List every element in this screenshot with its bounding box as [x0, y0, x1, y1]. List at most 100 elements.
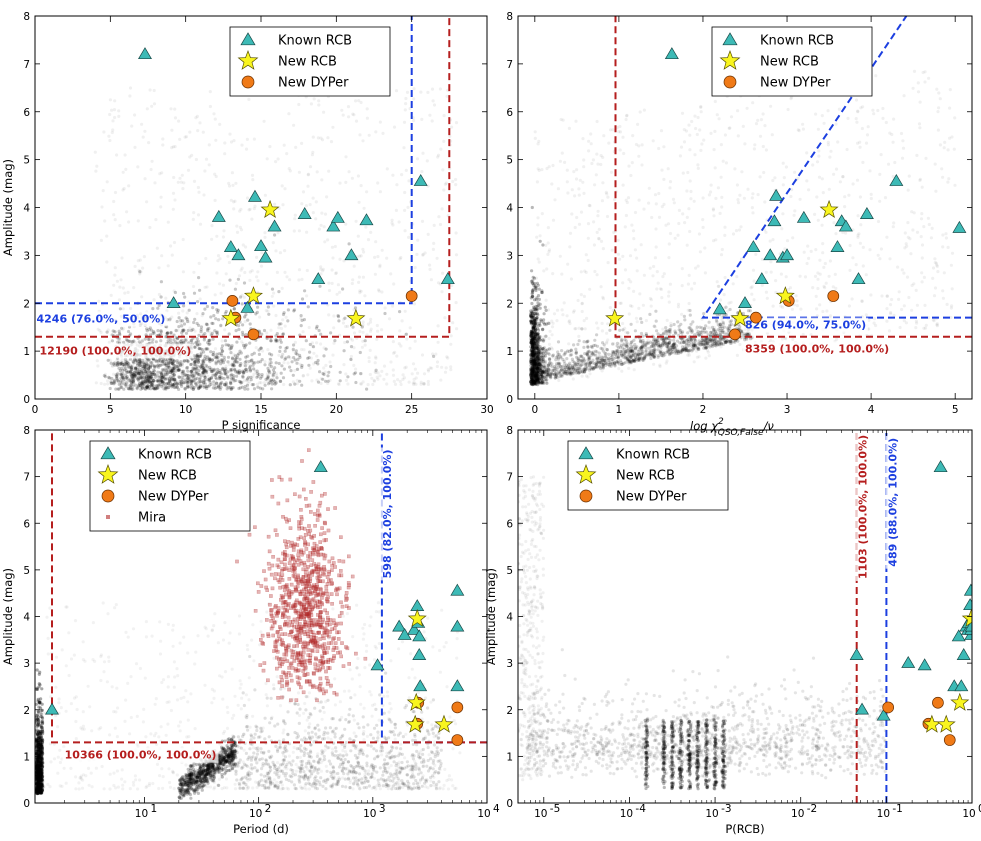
legend-label-new-rcb: New RCB [760, 55, 819, 70]
x-tick-label: 100 [962, 803, 981, 820]
known-rcb-marker [963, 583, 972, 596]
legend-label-known-rcb: Known RCB [616, 448, 690, 463]
legend-label-new-dyper: New DYPer [278, 76, 349, 91]
new-dyper-marker [451, 734, 464, 746]
red-cut-annotation: 8359 (100.0%, 100.0%) [745, 343, 889, 356]
legend-mira-icon [106, 515, 110, 519]
y-tick-label: 2 [506, 298, 513, 310]
y-tick-label: 3 [23, 250, 30, 262]
new-rcb-marker [605, 308, 625, 327]
known-rcb-marker [746, 240, 761, 252]
legend-label-new-dyper: New DYPer [138, 490, 209, 505]
background-cloud [35, 601, 463, 800]
new-rcb-marker [405, 714, 425, 733]
new-rcb-marker [950, 692, 970, 711]
background-cloud [529, 69, 957, 387]
new-rcb-marker [346, 308, 366, 327]
x-tick-exponent: 2 [265, 803, 272, 815]
annotation-background [743, 317, 869, 333]
panel-p-rcb: 1103 (100.0%, 100.0%) 489 (88.0%, 100.0%)… [484, 425, 981, 836]
x-tick-label: 10 4 [477, 803, 500, 820]
red-cut-line [35, 16, 451, 338]
legend-known-rcb-icon [240, 32, 256, 46]
x-tick-label: 3 [784, 404, 791, 416]
legend-new-dyper-icon [241, 75, 255, 89]
y-axis-label: Amplitude (mag) [484, 568, 498, 665]
y-tick-label: 1 [506, 751, 513, 763]
known-rcb-marker [754, 272, 769, 285]
new-dyper-marker [943, 734, 956, 746]
known-rcb-marker [240, 300, 255, 313]
y-tick-label: 2 [506, 705, 513, 717]
y-tick-label: 7 [506, 59, 513, 71]
x-tick-label: 30 [480, 404, 493, 416]
legend-new-dyper-icon [723, 75, 737, 89]
y-tick-label: 0 [23, 798, 30, 810]
x-axis-label: log χ2 QSO,False/ν [690, 417, 774, 438]
known-rcb-marker [901, 655, 916, 668]
x-tick-label: 10 [179, 404, 192, 416]
y-tick-label: 1 [23, 751, 30, 763]
x-tick-exponent: -4 [635, 803, 646, 815]
new-rcb-marker [936, 714, 956, 733]
known-rcb-marker [137, 47, 152, 60]
legend-label-new-rcb: New RCB [616, 469, 675, 484]
red-cut-annotation: 1103 (100.0%, 100.0%) [857, 435, 870, 579]
x-tick-label: 10 -3 [705, 803, 731, 820]
x-tick-exponent: 4 [493, 803, 500, 815]
blue-cut-annotation: 489 (88.0%, 100.0%) [887, 438, 900, 567]
svg-text:20: 20 [330, 404, 343, 416]
known-rcb-marker [412, 629, 427, 642]
x-tick-exponent: 3 [379, 803, 386, 815]
annotation-background [885, 435, 901, 569]
legend-new-rcb-icon [575, 464, 597, 484]
svg-text:5: 5 [107, 404, 114, 416]
legend-new-rcb-icon [719, 50, 741, 70]
known-rcb-marker [45, 702, 59, 715]
new-dyper-marker [827, 290, 840, 302]
known-rcb-marker [889, 173, 904, 186]
known-rcb-marker [859, 207, 874, 219]
x-tick-label: 10 -5 [534, 803, 560, 820]
x-tick-exponent: -3 [721, 803, 731, 815]
legend-label-new-dyper: New DYPer [760, 76, 831, 91]
y-tick-label: 3 [506, 658, 513, 670]
red-cut-line [614, 16, 972, 338]
y-tick-label: 4 [23, 612, 30, 624]
blue-cut-annotation: 598 (82.0%, 100.0%) [381, 450, 394, 579]
known-rcb-marker [763, 248, 778, 261]
x-tick-label: 10 -1 [877, 803, 903, 820]
new-rcb-marker [819, 199, 839, 218]
legend-label-new-rcb: New RCB [278, 55, 337, 70]
known-rcb-marker [956, 648, 971, 660]
new-dyper-marker [247, 328, 260, 341]
known-rcb-marker [412, 648, 427, 660]
known-rcb-marker [344, 248, 359, 261]
x-axis-label: Period (d) [233, 822, 289, 836]
y-tick-label: 3 [23, 658, 30, 670]
x-tick-exponent: -2 [807, 803, 817, 815]
annotation-background [34, 311, 168, 327]
known-rcb-marker [917, 658, 932, 671]
annotation-background [743, 341, 892, 357]
known-rcb-marker [780, 248, 795, 261]
legend-new-rcb-icon [237, 50, 259, 70]
known-rcb-marker [450, 619, 465, 632]
blue-cut-line [35, 16, 413, 305]
x-tick-label: 10 -2 [791, 803, 817, 820]
svg-text:10: 10 [179, 404, 192, 416]
x-axis-label: P(RCB) [725, 822, 764, 836]
known-rcb-marker [796, 210, 811, 223]
known-rcb-marker [849, 648, 864, 660]
known-rcb-marker [326, 219, 341, 232]
x-tick-label: 10 1 [135, 803, 157, 820]
x-tick-label: 20 [330, 404, 343, 416]
known-rcb-marker [769, 188, 784, 201]
blue-cut-line [701, 16, 972, 319]
new-dyper-marker [729, 328, 741, 341]
x-tick-label: 0 [531, 404, 538, 416]
legend-label-known-rcb: Known RCB [278, 34, 352, 49]
x-tick-label: 2 [700, 404, 707, 416]
legend-label-new-dyper: New DYPer [616, 490, 687, 505]
legend: Known RCB New RCB New DYPer [567, 440, 729, 511]
